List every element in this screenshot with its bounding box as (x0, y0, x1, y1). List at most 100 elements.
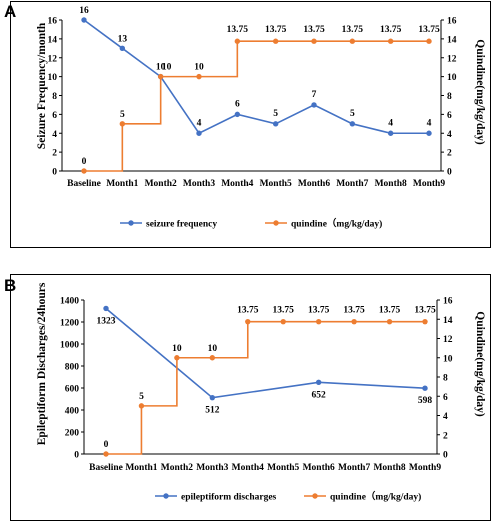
panel-b: B Epileptiform Discharges/24hours Quindi… (4, 274, 491, 521)
data-label: 13.75 (308, 306, 330, 316)
data-point (119, 121, 126, 127)
series-line (105, 307, 426, 399)
chart-a-marks: 0 2 4 6 8 10 12 14 16 0 2 4 6 8 10 12 14 16 Baseline Month1… (48, 6, 457, 230)
data-label: 13.75 (418, 25, 440, 35)
data-label: 13.75 (343, 306, 365, 316)
data-label: 4 (427, 118, 432, 128)
series-line (83, 19, 429, 135)
x-tick-label: Month1 (106, 179, 138, 189)
y2-axis-title-a: Quindine(mg/kg/day) (474, 39, 486, 145)
data-point (81, 17, 87, 23)
series-line (84, 40, 429, 172)
y2-tick-label: 2 (443, 431, 448, 441)
data-point (386, 318, 393, 325)
legend-label: quindine（mg/kg/day) (291, 218, 382, 230)
data-label: 13.75 (265, 25, 287, 35)
y2-tick-label: 10 (443, 354, 453, 364)
y-tick-label: 2 (52, 149, 57, 159)
y-tick-label: 0 (74, 451, 79, 461)
y-tick-label: 14 (48, 35, 58, 45)
x-tick-label: Month5 (260, 179, 292, 189)
data-label: 10 (162, 63, 172, 73)
data-point (174, 355, 180, 361)
data-point (119, 45, 126, 52)
x-tick-label: Month6 (303, 463, 335, 473)
data-label: 16 (79, 6, 89, 16)
y2-tick-label: 6 (443, 393, 448, 403)
y-tick-label: 1200 (60, 319, 79, 329)
data-point (311, 38, 317, 44)
data-label: 512 (205, 406, 220, 416)
y2-axis-title-b: Quindine(mg/kg/day) (474, 311, 486, 417)
data-point (196, 73, 202, 80)
data-point (157, 73, 164, 80)
x-tick-label: Month3 (196, 463, 228, 473)
data-label: 10 (194, 63, 204, 73)
data-label: 10 (172, 344, 182, 354)
data-point (209, 355, 216, 361)
y-tick-label: 200 (65, 429, 80, 439)
y-tick-label: 0 (52, 168, 57, 178)
x-tick-label: Month5 (267, 463, 299, 473)
y2-tick-label: 16 (443, 297, 453, 307)
y2-tick-label: 0 (447, 168, 452, 178)
y2-tick-label: 8 (443, 374, 448, 384)
data-label: 6 (235, 99, 240, 109)
x-tick-label: Month7 (338, 463, 370, 473)
y2-tick-label: 6 (447, 111, 452, 121)
data-point (315, 379, 322, 385)
data-label: 1323 (97, 316, 116, 326)
y2-tick-label: 16 (447, 17, 457, 27)
y-axis-title-a: Seizure Frequency/month (36, 22, 48, 149)
data-label: 5 (273, 109, 278, 119)
panel-a-frame (10, 1, 491, 248)
x-tick-label: Month2 (161, 463, 193, 473)
x-tick-label: Baseline (89, 463, 123, 473)
data-point (245, 318, 251, 325)
data-point (272, 38, 279, 44)
legend-label: seizure frequency (146, 220, 217, 230)
x-tick-label: Baseline (67, 179, 101, 189)
data-point (196, 130, 202, 136)
y2-tick-label: 0 (443, 451, 448, 461)
y-tick-label: 16 (48, 17, 58, 27)
x-tick-label: Month6 (298, 179, 330, 189)
y2-tick-label: 2 (447, 149, 452, 159)
legend-marker (273, 220, 279, 226)
data-label: 5 (139, 392, 144, 402)
data-label: 13.75 (380, 25, 402, 35)
data-label: 13.75 (273, 306, 295, 316)
y-tick-label: 600 (65, 385, 80, 395)
data-point (103, 305, 109, 312)
data-point (349, 121, 356, 127)
y-tick-label: 400 (65, 407, 80, 417)
y-tick-label: 1000 (60, 341, 79, 351)
data-point (103, 451, 109, 457)
data-label: 13.75 (414, 306, 436, 316)
data-point (280, 318, 286, 325)
data-label: 10 (208, 344, 218, 354)
data-label: 13.75 (303, 25, 325, 35)
data-label: 5 (120, 110, 125, 120)
series-line (106, 320, 425, 455)
legend-label: epileptiform discharges (181, 493, 277, 503)
x-tick-label: Month3 (183, 179, 215, 189)
data-label: 13 (118, 34, 128, 44)
data-point (387, 130, 394, 136)
data-point (209, 394, 216, 401)
data-label: 652 (312, 390, 327, 400)
x-tick-label: Month8 (373, 463, 405, 473)
legend-marker (128, 220, 134, 226)
x-tick-label: Month4 (232, 463, 264, 473)
y2-tick-label: 8 (447, 92, 452, 102)
data-label: 0 (104, 440, 109, 450)
data-label: 13.75 (237, 306, 259, 316)
y-axis-title-b: Epileptiform Discharges/24hours (36, 282, 48, 445)
data-point (311, 102, 317, 108)
data-point (81, 168, 87, 174)
data-point (426, 38, 432, 44)
data-point (422, 385, 428, 391)
data-point (234, 111, 241, 118)
data-point (426, 130, 432, 136)
